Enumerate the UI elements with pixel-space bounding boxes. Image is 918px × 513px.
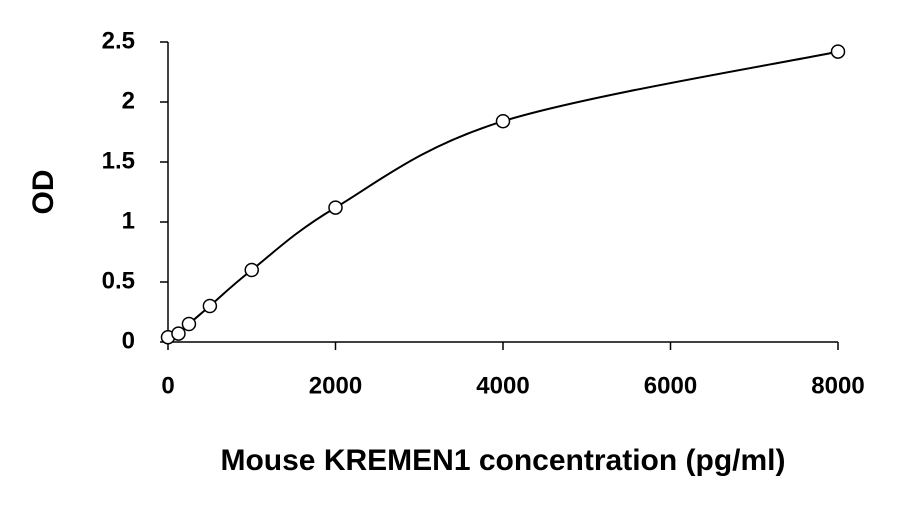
x-axis-title: Mouse KREMEN1 concentration (pg/ml) xyxy=(220,444,785,477)
data-point xyxy=(171,326,186,341)
x-tick-label: 8000 xyxy=(811,372,864,399)
x-tick-label: 4000 xyxy=(476,372,529,399)
y-tick-label: 0.5 xyxy=(102,267,135,294)
data-point xyxy=(244,262,259,278)
y-tick-label: 1 xyxy=(122,207,135,234)
x-tick-label: 2000 xyxy=(309,372,362,399)
data-point xyxy=(181,316,197,332)
y-tick-label: 2 xyxy=(122,87,135,114)
y-tick-label: 1.5 xyxy=(102,147,135,174)
data-point xyxy=(830,44,846,59)
x-tick-label: 6000 xyxy=(644,372,697,399)
y-tick-label: 0 xyxy=(122,327,135,354)
y-axis-title: OD xyxy=(27,170,60,215)
data-point xyxy=(495,113,511,129)
data-point xyxy=(328,200,343,215)
y-tick-label: 2.5 xyxy=(102,27,135,54)
fit-curve xyxy=(167,50,839,339)
data-point xyxy=(202,298,218,314)
x-tick-label: 0 xyxy=(161,372,174,399)
